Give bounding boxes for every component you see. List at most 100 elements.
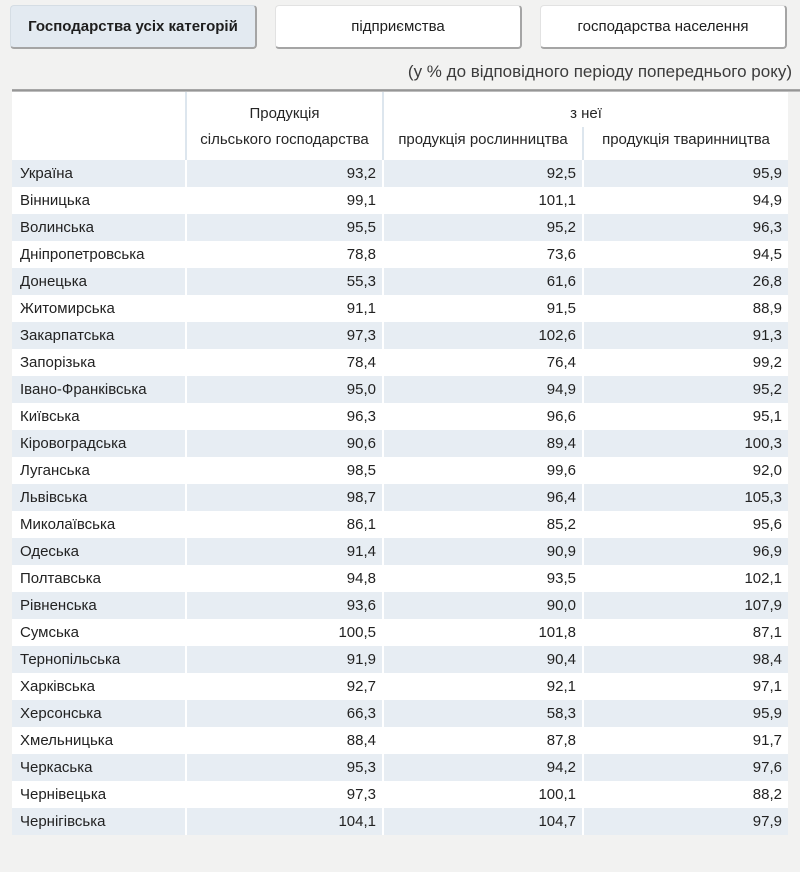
region-name: Миколаївська: [20, 516, 116, 533]
table-row: Житомирська 91,1 91,5 88,9: [12, 295, 788, 322]
value-cell: 94,8: [185, 565, 383, 592]
table-row: Тернопільська 91,9 90,4 98,4: [12, 646, 788, 673]
value-cell: 91,5: [382, 295, 583, 322]
value-cell: 88,4: [185, 727, 383, 754]
value-cell: 73,6: [382, 241, 583, 268]
agri-production-column-header: Продукція сільського господарства: [185, 92, 383, 160]
table-row: Сумська 100,5 101,8 87,1: [12, 619, 788, 646]
region-name: Запорізька: [20, 354, 96, 371]
livestock-production-column-header: продукція тваринництва: [582, 127, 788, 160]
region-name: Кіровоградська: [12, 430, 186, 457]
header-divider: [12, 89, 800, 92]
value-cell: 107,9: [582, 592, 788, 619]
value-cell: 105,3: [582, 484, 788, 511]
value-cell: 88,2: [582, 781, 788, 808]
table-row: Україна 93,2 92,5 95,9: [12, 160, 788, 187]
value-cell: 104,1: [185, 808, 383, 835]
table-row: Чернівецька 97,3 100,1 88,2: [12, 781, 788, 808]
value-cell: 89,4: [382, 430, 583, 457]
value-cell: 96,6: [382, 403, 583, 430]
value-cell: 92,7: [185, 673, 383, 700]
table-row: Херсонська 66,3 58,3 95,9: [12, 700, 788, 727]
value-cell: 96,3: [185, 403, 383, 430]
value-cell: 97,3: [185, 322, 383, 349]
value-cell: 95,6: [582, 511, 788, 538]
table-row: Донецька 55,3 61,6 26,8: [12, 268, 788, 295]
region-name: Харківська: [20, 678, 95, 695]
units-subtitle: (у % до відповідного періоду попередньог…: [407, 62, 792, 81]
value-cell: 78,8: [185, 241, 383, 268]
region-name: Хмельницька: [20, 732, 114, 749]
value-cell: 102,1: [582, 565, 788, 592]
table-row: Хмельницька 88,4 87,8 91,7: [12, 727, 788, 754]
table-row: Волинська 95,5 95,2 96,3: [12, 214, 788, 241]
region-name: Херсонська: [12, 700, 186, 727]
value-cell: 78,4: [185, 349, 383, 376]
value-cell: 95,3: [185, 754, 383, 781]
value-cell: 99,2: [582, 349, 788, 376]
region-name: Україна: [12, 160, 186, 187]
value-cell: 90,6: [185, 430, 383, 457]
value-cell: 102,6: [382, 322, 583, 349]
value-cell: 76,4: [382, 349, 583, 376]
region-name: Чернігівська: [12, 808, 186, 835]
tab-households[interactable]: господарства населення: [540, 5, 787, 49]
value-cell: 95,0: [185, 376, 383, 403]
value-cell: 92,0: [582, 457, 788, 484]
value-cell: 95,5: [185, 214, 383, 241]
value-cell: 26,8: [582, 268, 788, 295]
value-cell: 99,6: [382, 457, 583, 484]
region-name: Дніпропетровська: [20, 246, 145, 263]
value-cell: 92,1: [382, 673, 583, 700]
region-name: Вінницька: [20, 192, 90, 209]
value-cell: 91,4: [185, 538, 383, 565]
subgroup-header-label: з неї: [570, 105, 602, 122]
table-row: Закарпатська 97,3 102,6 91,3: [12, 322, 788, 349]
region-name: Тернопільська: [12, 646, 186, 673]
value-cell: 101,8: [382, 619, 583, 646]
value-cell: 61,6: [382, 268, 583, 295]
value-cell: 93,6: [185, 592, 383, 619]
table-row: Одеська 91,4 90,9 96,9: [12, 538, 788, 565]
table-row: Луганська 98,5 99,6 92,0: [12, 457, 788, 484]
table-body: Україна 93,2 92,5 95,9 Вінницька 99,1 101,1 94,…: [12, 160, 788, 835]
value-cell: 94,2: [382, 754, 583, 781]
region-column-header: [12, 92, 186, 160]
region-name: Житомирська: [20, 300, 115, 317]
category-tabbar: Господарства усіх категорій підприємства…: [0, 0, 800, 49]
value-cell: 91,7: [582, 727, 788, 754]
value-cell: 91,3: [582, 322, 788, 349]
region-name: Івано-Франківська: [12, 376, 186, 403]
value-cell: 94,5: [582, 241, 788, 268]
regions-table: Продукція сільського господарства з неї …: [12, 92, 788, 835]
value-cell: 95,9: [582, 160, 788, 187]
tab-all-categories[interactable]: Господарства усіх категорій: [10, 5, 257, 49]
value-cell: 101,1: [382, 187, 583, 214]
livestock-production-header-label: продукція тваринництва: [602, 131, 770, 148]
value-cell: 100,3: [582, 430, 788, 457]
value-cell: 98,5: [185, 457, 383, 484]
region-name: Львівська: [12, 484, 186, 511]
region-name: Черкаська: [12, 754, 186, 781]
region-name: Донецька: [12, 268, 186, 295]
region-name: Київська: [20, 408, 80, 425]
value-cell: 95,2: [382, 214, 583, 241]
value-cell: 99,1: [185, 187, 383, 214]
table-row: Київська 96,3 96,6 95,1: [12, 403, 788, 430]
table-row: Черкаська 95,3 94,2 97,6: [12, 754, 788, 781]
crop-production-column-header: продукція рослинництва: [382, 127, 583, 160]
subgroup-header: з неї: [382, 92, 788, 127]
value-cell: 91,1: [185, 295, 383, 322]
table-row: Миколаївська 86,1 85,2 95,6: [12, 511, 788, 538]
tab-enterprises[interactable]: підприємства: [275, 5, 522, 49]
value-cell: 91,9: [185, 646, 383, 673]
value-cell: 97,9: [582, 808, 788, 835]
value-cell: 104,7: [382, 808, 583, 835]
value-cell: 86,1: [185, 511, 383, 538]
table-row: Полтавська 94,8 93,5 102,1: [12, 565, 788, 592]
value-cell: 98,4: [582, 646, 788, 673]
agri-production-header-line1: Продукція: [249, 105, 320, 122]
value-cell: 95,2: [582, 376, 788, 403]
table-row: Запорізька 78,4 76,4 99,2: [12, 349, 788, 376]
value-cell: 97,1: [582, 673, 788, 700]
